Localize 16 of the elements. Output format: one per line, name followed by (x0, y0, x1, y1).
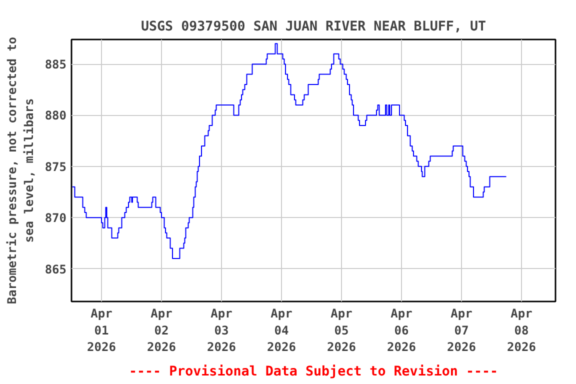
y-tick-label: 865 (44, 262, 67, 276)
chart-title: USGS 09379500 SAN JUAN RIVER NEAR BLUFF, UT (140, 20, 486, 34)
x-tick-label: Apr 04 2026 (267, 306, 296, 354)
x-tick-label: Apr 03 2026 (207, 306, 236, 354)
y-tick-label: 885 (44, 58, 67, 72)
x-tick-label: Apr 02 2026 (147, 306, 176, 354)
y-tick-label: 880 (44, 108, 67, 123)
x-tick-label: Apr 05 2026 (327, 306, 356, 354)
y-axis-title: Barometric pressure, not corrected to sea level, millibars (5, 36, 36, 304)
y-tick-label: 875 (44, 160, 67, 174)
x-tick-label: Apr 08 2026 (507, 306, 536, 354)
y-tick-label: 870 (44, 211, 67, 226)
x-tick-label: Apr 01 2026 (87, 306, 116, 354)
x-tick-label: Apr 06 2026 (387, 306, 416, 354)
x-tick-label: Apr 07 2026 (447, 306, 476, 354)
text: ---- Provisional Data Subject to Revision ---- (128, 364, 498, 380)
